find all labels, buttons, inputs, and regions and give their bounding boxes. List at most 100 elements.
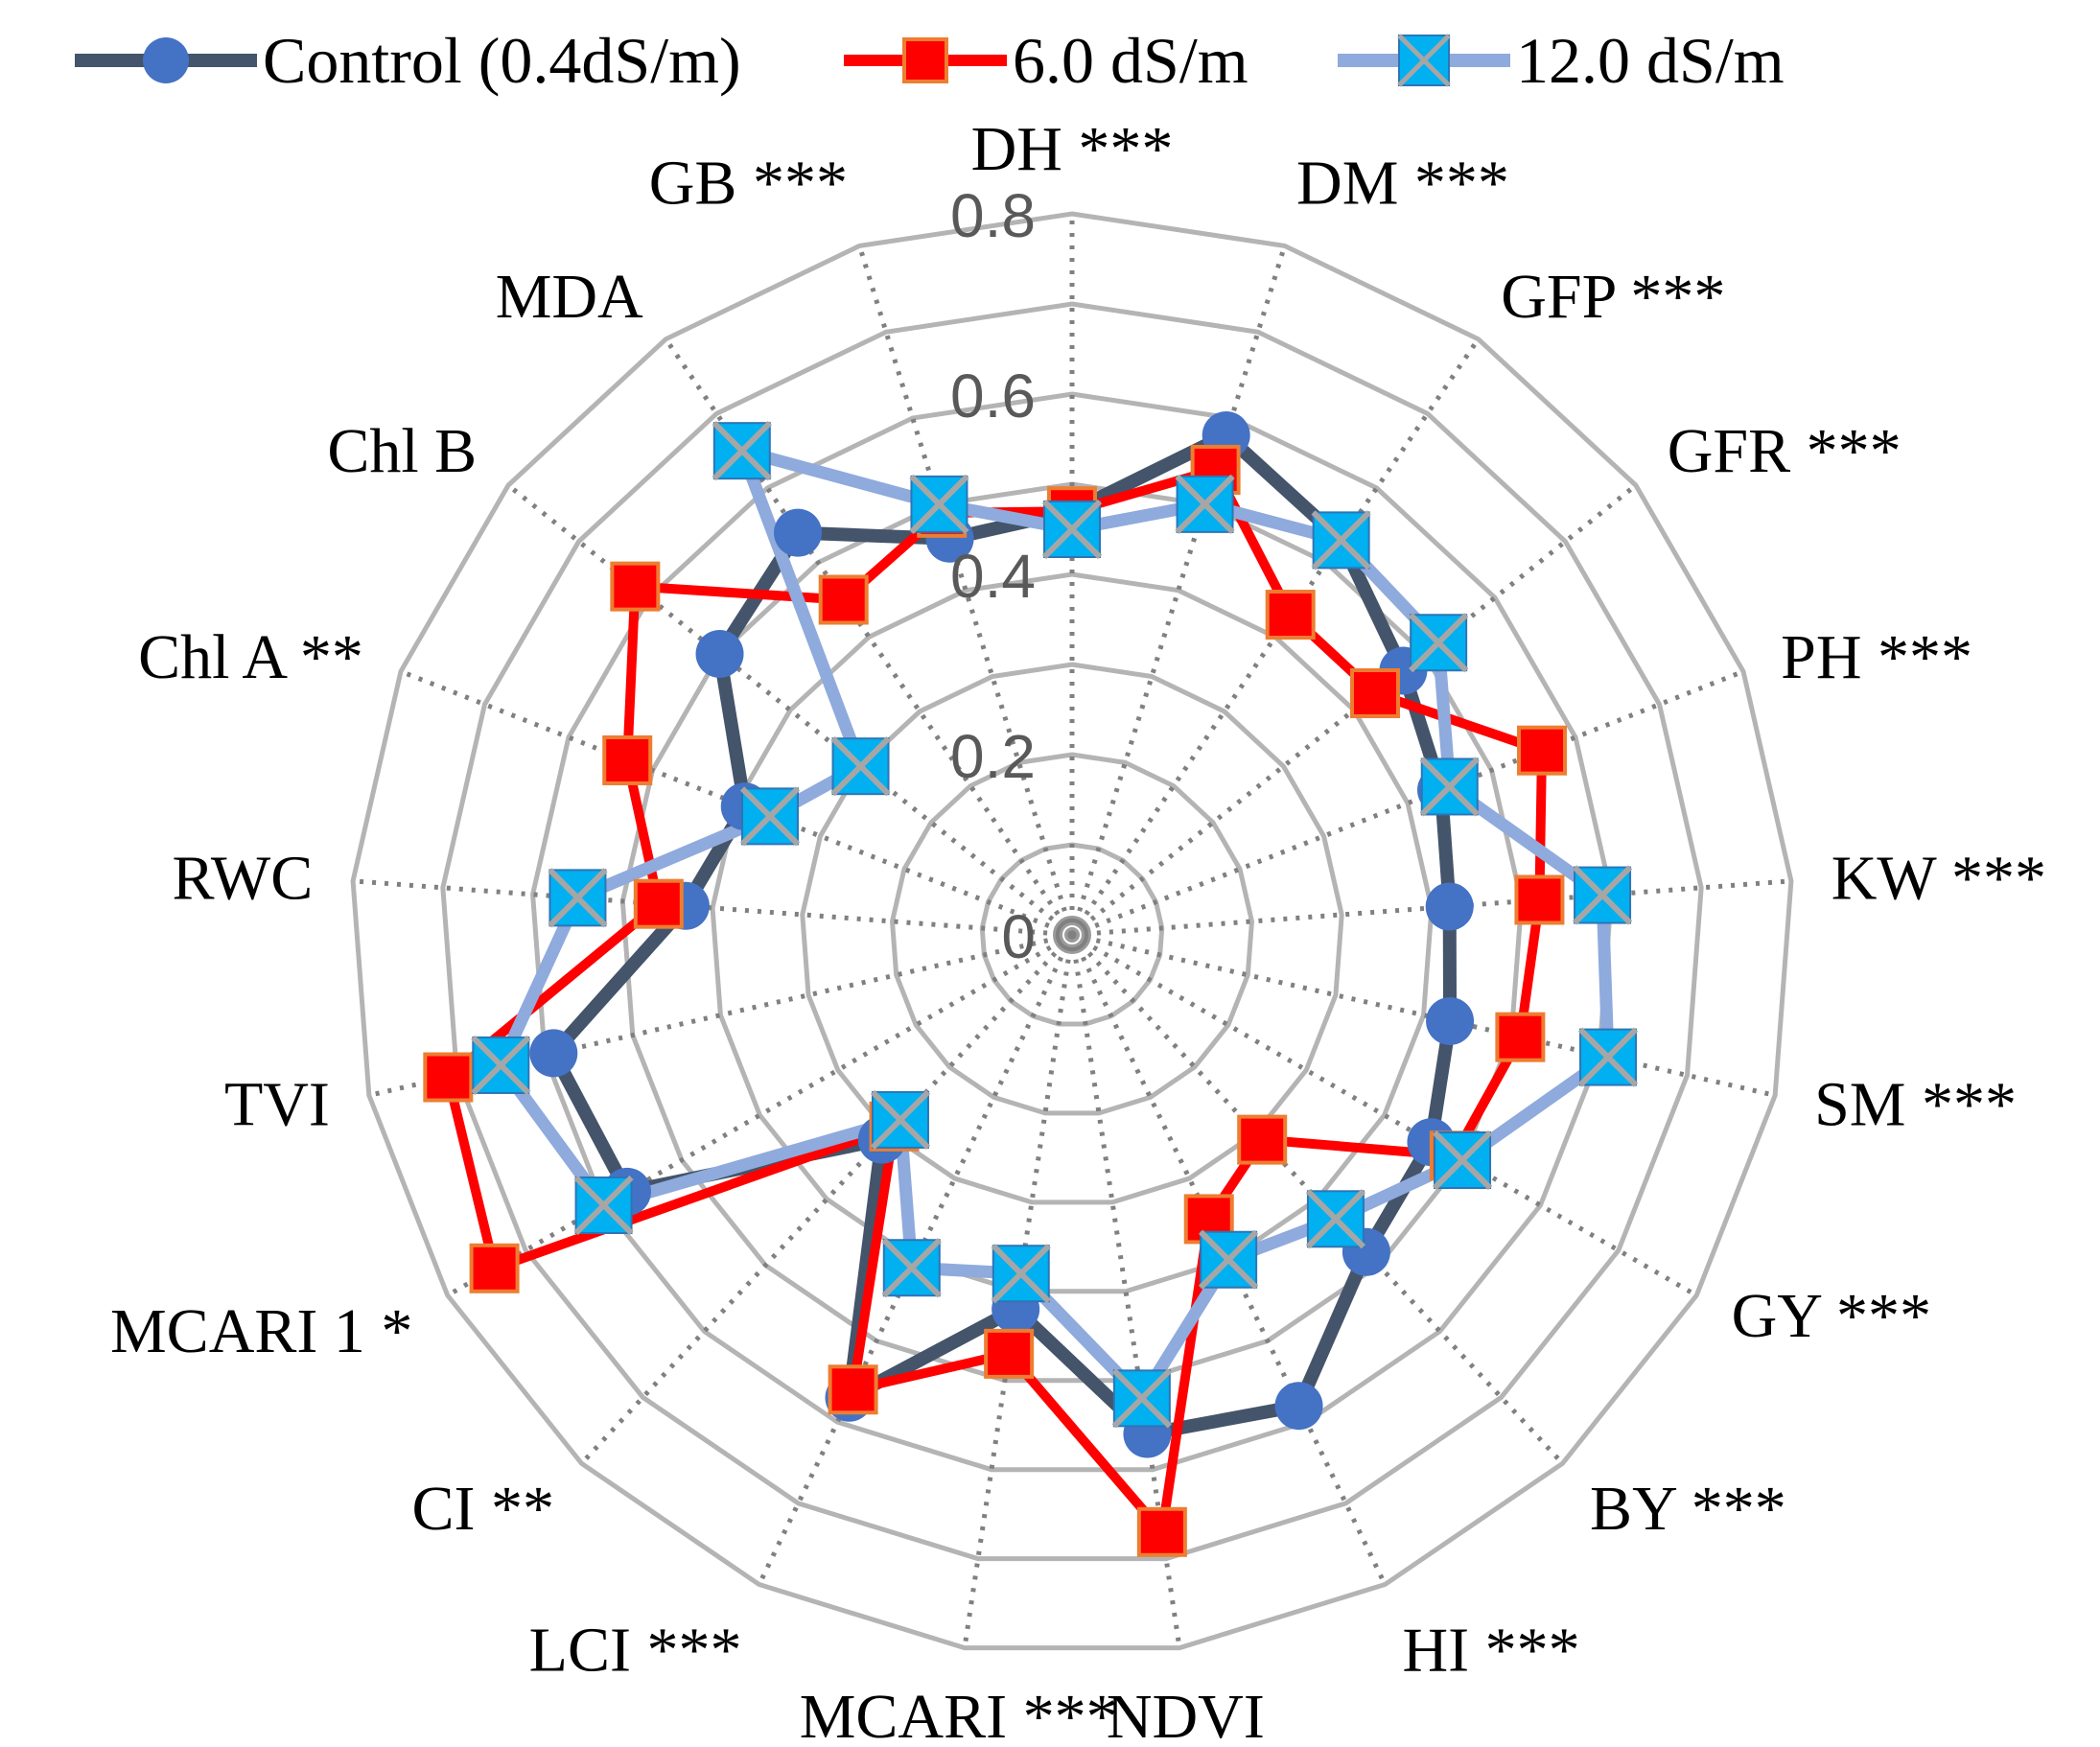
point-12-0-ds-m-hi[interactable] xyxy=(1199,1229,1259,1290)
point-12-0-ds-m-ph[interactable] xyxy=(1419,757,1480,817)
point-control-0-4ds-m-chl-b[interactable] xyxy=(695,629,744,678)
axis-label-tvi: TVI xyxy=(224,1070,330,1140)
point-6-0-ds-m-ph[interactable] xyxy=(1517,725,1568,776)
point-6-0-ds-m-lci[interactable] xyxy=(828,1364,878,1415)
point-6-0-ds-m-gfr[interactable] xyxy=(1350,667,1401,718)
axis-label-gfr: GFR *** xyxy=(1668,416,1902,486)
center-ring xyxy=(1053,916,1091,954)
point-12-0-ds-m-by[interactable] xyxy=(1305,1189,1366,1249)
spoke-ph xyxy=(1071,668,1744,938)
point-6-0-ds-m-sm[interactable] xyxy=(1495,1012,1546,1062)
axis-label-by: BY *** xyxy=(1590,1474,1786,1544)
spoke-kw xyxy=(1071,878,1792,938)
point-6-0-ds-m-tvi[interactable] xyxy=(423,1052,474,1103)
point-control-0-4ds-m-kw[interactable] xyxy=(1425,882,1474,931)
point-6-0-ds-m-by[interactable] xyxy=(1237,1114,1288,1165)
axis-label-mcari-1: MCARI 1 * xyxy=(110,1296,412,1366)
point-6-0-ds-m-ndvi[interactable] xyxy=(1136,1506,1187,1557)
point-12-0-ds-m-chl-b[interactable] xyxy=(830,736,891,797)
point-6-0-ds-m-gfp[interactable] xyxy=(1265,590,1316,641)
legend-label-12ds: 12.0 dS/m xyxy=(1516,23,1785,97)
legend: Control (0.4dS/m) 6.0 dS/m 12.0 dS/m xyxy=(0,0,2100,125)
point-control-0-4ds-m-tvi[interactable] xyxy=(529,1029,578,1078)
spoke-by xyxy=(1070,933,1565,1465)
point-12-0-ds-m-lci[interactable] xyxy=(881,1238,942,1298)
point-12-0-ds-m-sm[interactable] xyxy=(1577,1027,1639,1087)
axis-labels: DH *** DM *** GFP *** GFR *** PH *** KW *** SM… xyxy=(110,114,2046,1747)
grid-ring xyxy=(800,662,1344,1205)
point-control-0-4ds-m-hi[interactable] xyxy=(1274,1382,1323,1431)
point-control-0-4ds-m-sm[interactable] xyxy=(1426,996,1475,1045)
spoke-chl-a xyxy=(400,668,1073,938)
point-12-0-ds-m-gfr[interactable] xyxy=(1409,613,1469,673)
center-ring xyxy=(1059,921,1085,948)
markers-6-0-ds-m xyxy=(423,444,1568,1557)
grid-ring xyxy=(530,391,1614,1473)
axis-label-chl-a: Chl A ** xyxy=(138,622,363,692)
spoke-dm xyxy=(1069,245,1288,936)
series-layer xyxy=(423,411,1639,1557)
series-control-0-4ds-m xyxy=(547,429,1458,1441)
point-12-0-ds-m-chl-a[interactable] xyxy=(739,786,801,847)
point-12-0-ds-m-rwc[interactable] xyxy=(548,868,608,928)
legend-marker-6ds xyxy=(844,37,1007,83)
spoke-lci xyxy=(757,933,1075,1586)
legend-item-control[interactable]: Control (0.4dS/m) xyxy=(75,17,741,104)
point-12-0-ds-m-gfp[interactable] xyxy=(1311,510,1371,571)
point-12-0-ds-m-ci[interactable] xyxy=(870,1089,931,1151)
axis-label-lci: LCI *** xyxy=(529,1615,742,1685)
axis-label-ci: CI ** xyxy=(411,1474,554,1544)
spoke-gb xyxy=(856,245,1075,936)
axis-label-kw: KW *** xyxy=(1832,844,2046,914)
spoke-mcari-1 xyxy=(446,932,1074,1298)
legend-item-6ds[interactable]: 6.0 dS/m xyxy=(844,17,1248,104)
spoke-gfp xyxy=(1069,338,1481,937)
legend-item-12ds[interactable]: 12.0 dS/m xyxy=(1338,17,1785,104)
point-12-0-ds-m-dh[interactable] xyxy=(1041,499,1103,560)
legend-marker-12ds xyxy=(1338,34,1510,87)
point-6-0-ds-m-kw[interactable] xyxy=(1514,874,1565,925)
point-6-0-ds-m-chl-a[interactable] xyxy=(602,734,653,785)
spoke-mcari xyxy=(962,934,1075,1648)
axis-label-chl-b: Chl B xyxy=(327,416,477,486)
radar-grid xyxy=(350,211,1794,1651)
point-12-0-ds-m-mcari-1[interactable] xyxy=(573,1175,634,1236)
axis-label-dm: DM *** xyxy=(1296,148,1509,218)
tick-label: 0 xyxy=(1001,902,1036,971)
tick-labels: 0 0.2 0.4 0.6 0.8 xyxy=(950,181,1036,971)
radar-spokes xyxy=(352,214,1792,1648)
series-line-control-0-4ds-m xyxy=(547,429,1458,1441)
point-12-0-ds-m-mda[interactable] xyxy=(712,421,772,481)
point-6-0-ds-m-rwc[interactable] xyxy=(633,878,684,929)
legend-label-6ds: 6.0 dS/m xyxy=(1013,23,1248,97)
spoke-ci xyxy=(579,933,1074,1465)
point-6-0-ds-m-mcari[interactable] xyxy=(984,1328,1035,1379)
point-12-0-ds-m-gy[interactable] xyxy=(1432,1130,1493,1191)
grid-ring xyxy=(710,571,1435,1294)
series-6-0-ds-m xyxy=(443,464,1548,1537)
point-12-0-ds-m-ndvi[interactable] xyxy=(1111,1368,1172,1429)
point-12-0-ds-m-dm[interactable] xyxy=(1175,474,1235,535)
axis-label-dh: DH *** xyxy=(971,114,1174,184)
axis-label-ph: PH *** xyxy=(1781,622,1972,692)
tick-label: 0.6 xyxy=(950,361,1036,431)
axis-label-sm: SM *** xyxy=(1814,1070,2017,1140)
axis-label-mda: MDA xyxy=(496,262,643,332)
point-12-0-ds-m-tvi[interactable] xyxy=(471,1035,531,1096)
grid-ring xyxy=(890,752,1254,1116)
tick-label: 0.8 xyxy=(950,181,1036,250)
legend-label-control: Control (0.4dS/m) xyxy=(263,23,741,97)
spoke-gy xyxy=(1070,932,1698,1298)
point-12-0-ds-m-gb[interactable] xyxy=(909,474,969,535)
point-12-0-ds-m-mcari[interactable] xyxy=(991,1244,1051,1304)
point-6-0-ds-m-chl-b[interactable] xyxy=(610,561,661,612)
grid-ring xyxy=(350,211,1794,1651)
axis-label-gfp: GFP *** xyxy=(1501,262,1725,332)
point-12-0-ds-m-kw[interactable] xyxy=(1572,865,1633,925)
point-control-0-4ds-m-mda[interactable] xyxy=(774,508,823,557)
grid-ring xyxy=(619,481,1525,1384)
axis-label-hi: HI *** xyxy=(1403,1615,1580,1685)
point-6-0-ds-m-mcari-1[interactable] xyxy=(469,1243,520,1293)
point-6-0-ds-m-mda[interactable] xyxy=(818,574,869,625)
